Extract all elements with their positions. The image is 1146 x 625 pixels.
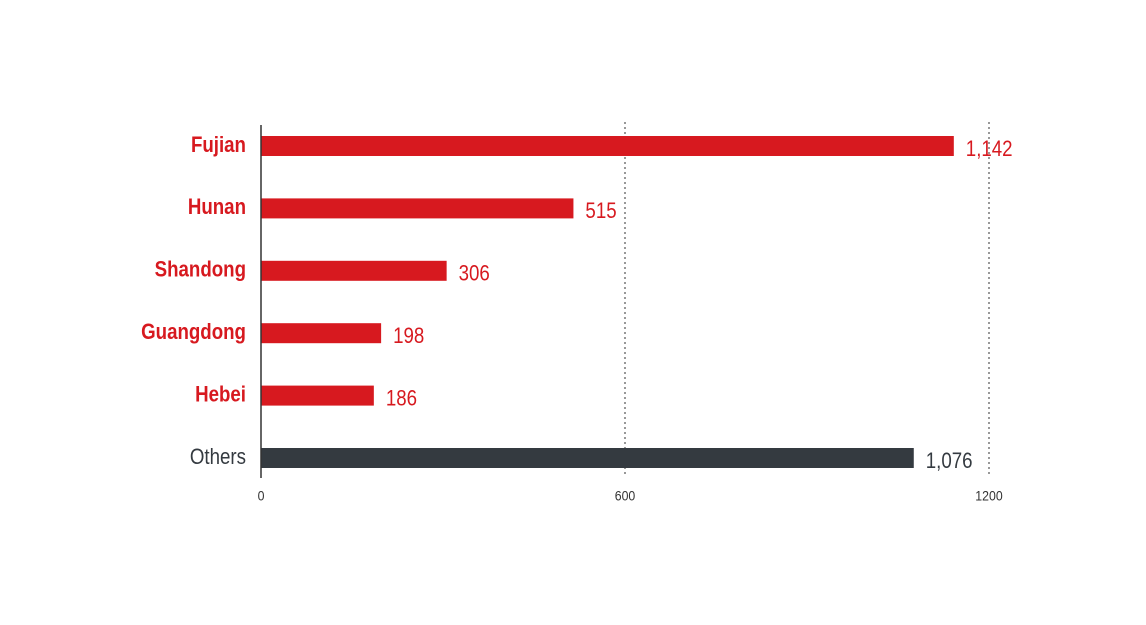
value-label: 186 [386, 387, 417, 411]
bar [261, 198, 574, 219]
y-tick-label: Hebei [195, 383, 246, 407]
y-tick-label: Shandong [155, 258, 246, 282]
bar [261, 323, 382, 344]
x-tick-label: 0 [258, 488, 265, 504]
x-tick-label: 1200 [975, 488, 1002, 504]
value-label: 306 [459, 262, 490, 286]
y-tick-label: Guangdong [141, 321, 246, 345]
bar [261, 448, 914, 468]
y-tick-label: Others [190, 445, 246, 469]
value-label: 198 [393, 325, 424, 349]
y-tick-label: Hunan [188, 196, 246, 220]
value-label: 515 [585, 200, 616, 224]
bar [261, 136, 954, 156]
value-label: 1,142 [966, 137, 1013, 161]
bar [261, 260, 447, 281]
bar [261, 385, 374, 406]
y-tick-label: Fujian [191, 133, 246, 157]
value-label: 1,076 [926, 449, 973, 473]
x-tick-label: 600 [615, 488, 636, 504]
